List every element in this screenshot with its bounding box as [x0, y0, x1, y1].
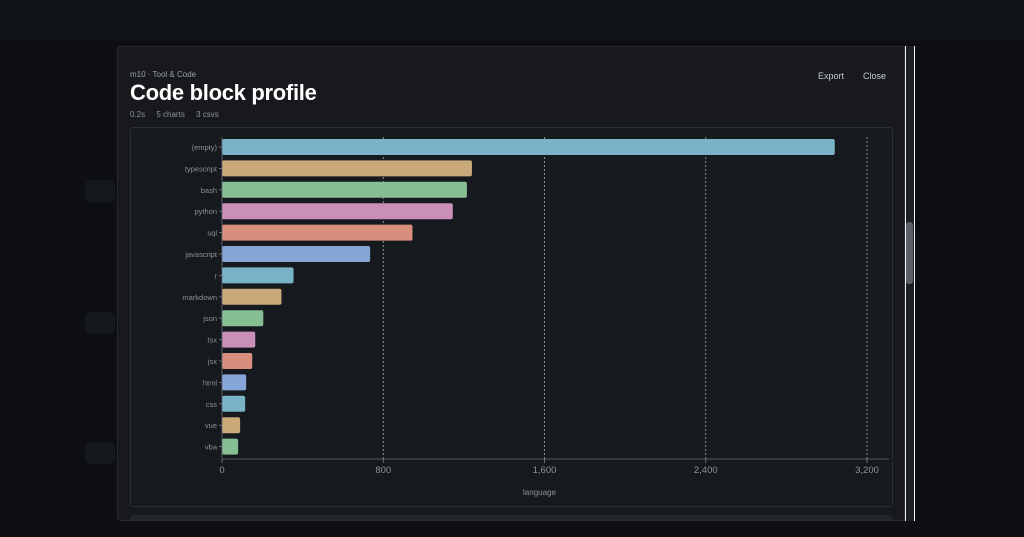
bar [222, 203, 453, 220]
category-label: markdown [182, 293, 217, 302]
meta-csvs-count: 3 csvs [196, 110, 219, 119]
meta-charts-count: 5 charts [156, 110, 185, 119]
bar [222, 160, 472, 177]
bar [222, 246, 371, 262]
page-title: Code block profile [130, 80, 317, 105]
close-button[interactable]: Close [863, 71, 887, 81]
bar [222, 395, 246, 412]
category-label: css [206, 400, 218, 409]
category-label: vba [205, 443, 218, 452]
category-label: bash [201, 186, 217, 195]
next-panel [130, 515, 893, 520]
export-button[interactable]: Export [818, 71, 845, 81]
bar [222, 353, 253, 369]
background-topbar [0, 0, 1024, 40]
bar [222, 139, 835, 155]
category-label: javascript [184, 250, 218, 259]
category-label: json [202, 314, 217, 323]
meta-info: 0.2s 5 charts 3 csvs [130, 110, 228, 119]
bar [222, 417, 241, 434]
category-label: r [215, 271, 218, 280]
x-tick-label: 800 [375, 465, 391, 476]
bar [222, 288, 282, 305]
meta-duration: 0.2s [130, 110, 146, 119]
bar [222, 438, 239, 455]
breadcrumb: m10 · Tool & Code [130, 70, 197, 79]
chart-modal: m10 · Tool & Code Code block profile 0.2… [117, 46, 905, 521]
background-block [85, 312, 115, 334]
category-label: tsx [207, 336, 217, 345]
category-label: typescript [185, 164, 218, 173]
category-label: jsx [207, 357, 217, 366]
bar [222, 224, 413, 241]
bar [222, 310, 264, 327]
x-tick-label: 3,200 [855, 465, 879, 476]
category-label: (empty) [192, 143, 218, 152]
category-label: html [203, 378, 218, 387]
x-tick-label: 2,400 [694, 465, 718, 476]
bar [222, 267, 294, 284]
category-label: python [194, 207, 217, 216]
x-tick-label: 0 [219, 465, 224, 476]
scrollbar-thumb[interactable] [906, 222, 913, 284]
category-label: vue [205, 421, 217, 430]
x-tick-label: 1,600 [533, 465, 557, 476]
bar [222, 181, 467, 198]
category-label: sql [207, 229, 217, 238]
bar-chart: (empty) typescript bash python sql javascript… [182, 137, 889, 497]
background-block [85, 442, 115, 464]
x-axis-label: language [523, 488, 556, 497]
bar [222, 331, 256, 348]
background-block [85, 180, 115, 202]
bar [222, 374, 247, 391]
chart-panel: (empty) typescript bash python sql javascript… [130, 127, 893, 507]
